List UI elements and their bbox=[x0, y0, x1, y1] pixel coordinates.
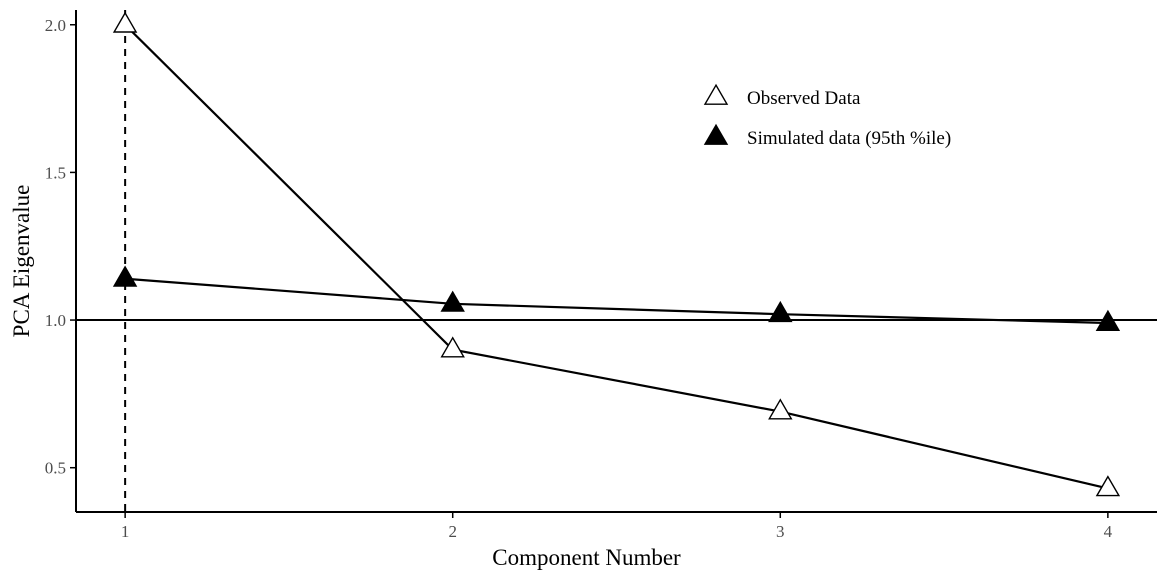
legend-filled-triangle-icon bbox=[703, 123, 729, 145]
tick-marks: 1 2 3 4 0.5 1.0 1.5 2.0 bbox=[45, 16, 1113, 541]
x-tick-label: 3 bbox=[776, 522, 785, 541]
simulated-data-line bbox=[125, 277, 1108, 325]
observed-point-1 bbox=[112, 11, 138, 33]
simulated-point-3 bbox=[768, 300, 793, 323]
y-tick-label: 0.5 bbox=[45, 459, 66, 478]
simulated-point-1 bbox=[112, 265, 138, 287]
axes bbox=[75, 10, 1157, 513]
reference-lines bbox=[76, 10, 1157, 512]
series-points bbox=[112, 11, 1121, 497]
series-lines bbox=[124, 24, 1109, 490]
observed-point-3 bbox=[768, 398, 793, 420]
legend-open-triangle-icon bbox=[703, 83, 729, 105]
observed-data-line bbox=[124, 24, 1109, 490]
x-tick-label: 2 bbox=[448, 522, 457, 541]
legend-label-simulated: Simulated data (95th %ile) bbox=[747, 128, 951, 149]
y-tick-label: 2.0 bbox=[45, 16, 66, 35]
legend: Observed Data Simulated data (95th %ile) bbox=[703, 83, 951, 149]
simulated-point-2 bbox=[440, 290, 465, 312]
simulated-point-4 bbox=[1095, 309, 1121, 331]
x-tick-label: 4 bbox=[1104, 522, 1113, 541]
y-tick-label: 1.5 bbox=[45, 163, 66, 182]
y-tick-label: 1.0 bbox=[45, 311, 66, 330]
observed-point-2 bbox=[440, 336, 465, 358]
legend-label-observed: Observed Data bbox=[747, 88, 861, 109]
x-tick-label: 1 bbox=[121, 522, 130, 541]
observed-point-4 bbox=[1095, 475, 1121, 497]
x-axis-title: Component Number bbox=[492, 545, 681, 570]
y-axis-title: PCA Eigenvalue bbox=[9, 185, 34, 338]
